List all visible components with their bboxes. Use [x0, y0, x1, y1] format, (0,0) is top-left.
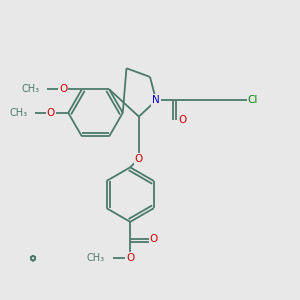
Text: O: O: [150, 234, 158, 244]
Text: Cl: Cl: [248, 95, 258, 106]
Text: O: O: [135, 154, 143, 164]
Text: CH₃: CH₃: [86, 253, 104, 263]
Text: O: O: [59, 84, 68, 94]
Text: CH₃: CH₃: [22, 84, 40, 94]
Text: CH₃: CH₃: [9, 108, 27, 118]
Text: N: N: [152, 95, 160, 106]
Text: O: O: [178, 115, 186, 125]
Text: O: O: [126, 253, 134, 263]
Text: O: O: [47, 108, 55, 118]
